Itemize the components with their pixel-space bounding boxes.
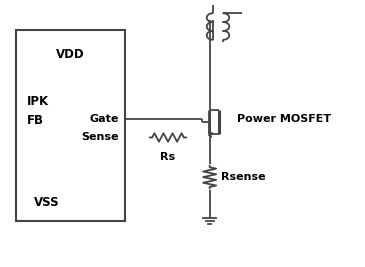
Text: Power MOSFET: Power MOSFET — [237, 114, 331, 124]
Bar — [16, 30, 124, 221]
Text: Gate: Gate — [90, 114, 119, 124]
Text: Rsense: Rsense — [220, 172, 265, 182]
Text: FB: FB — [27, 114, 44, 127]
Text: VSS: VSS — [34, 196, 59, 209]
Text: Rs: Rs — [161, 152, 176, 162]
Text: Sense: Sense — [82, 132, 119, 143]
Text: VDD: VDD — [56, 48, 85, 61]
Text: IPK: IPK — [27, 95, 49, 108]
